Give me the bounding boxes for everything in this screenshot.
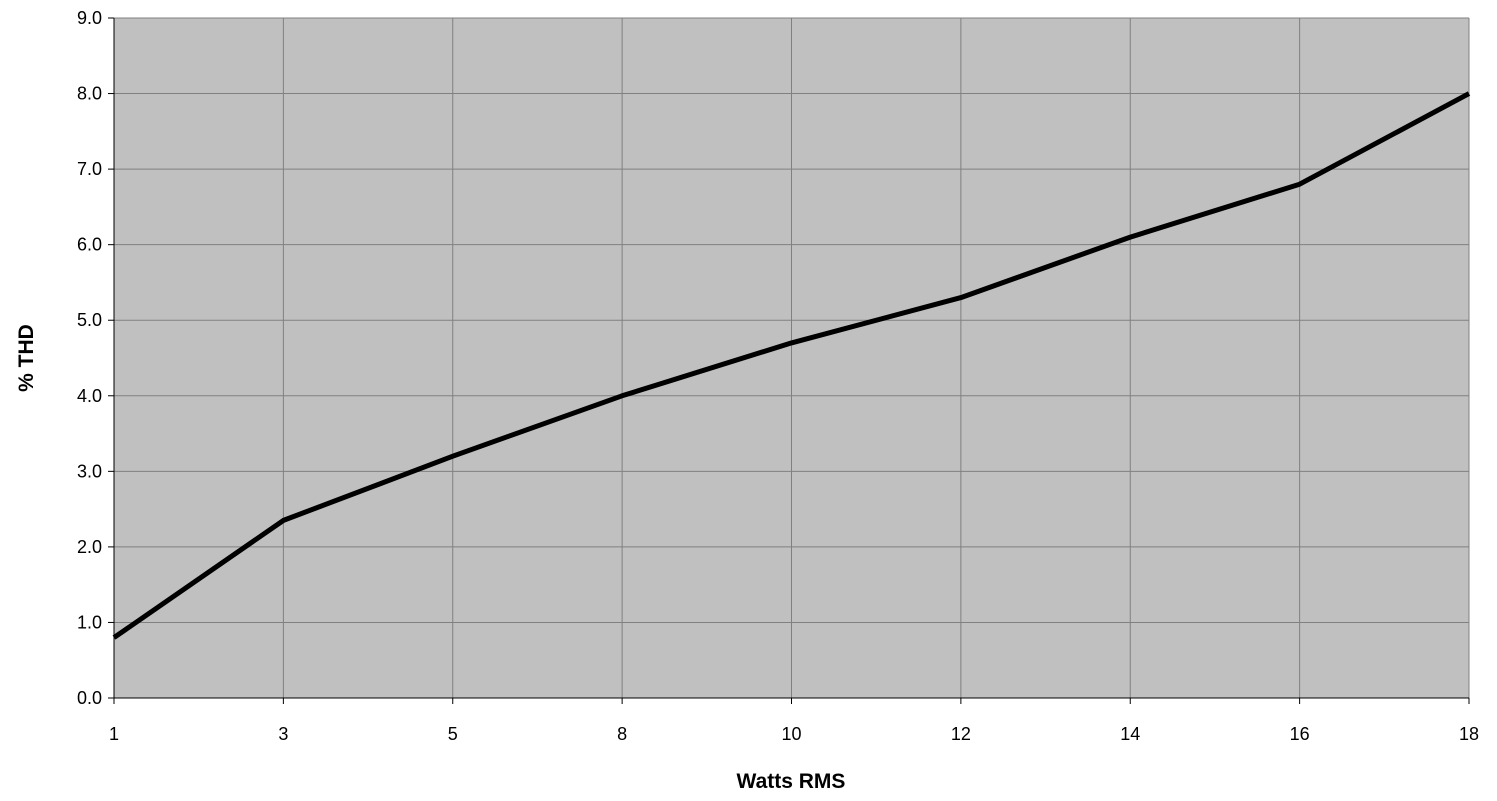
x-tick-label: 1 xyxy=(109,724,119,744)
grid-lines xyxy=(108,17,1470,704)
y-tick-label: 8.0 xyxy=(77,84,102,104)
y-tick-label: 2.0 xyxy=(77,537,102,557)
y-tick-label: 6.0 xyxy=(77,235,102,255)
x-tick-label: 14 xyxy=(1120,724,1140,744)
y-axis-title: % THD xyxy=(15,324,38,392)
x-tick-label: 3 xyxy=(278,724,288,744)
x-axis-tick-labels: 1 3 5 8 10 12 14 16 18 xyxy=(109,724,1479,744)
x-tick-label: 16 xyxy=(1290,724,1310,744)
y-tick-label: 1.0 xyxy=(77,612,102,632)
y-axis-tick-labels: 0.0 1.0 2.0 3.0 4.0 5.0 6.0 7.0 8.0 9.0 xyxy=(77,8,102,708)
y-tick-label: 0.0 xyxy=(77,688,102,708)
x-tick-label: 5 xyxy=(448,724,458,744)
y-tick-label: 5.0 xyxy=(77,310,102,330)
x-tick-label: 8 xyxy=(617,724,627,744)
y-tick-label: 7.0 xyxy=(77,159,102,179)
y-tick-label: 9.0 xyxy=(77,8,102,28)
y-tick-label: 3.0 xyxy=(77,461,102,481)
series-line xyxy=(112,91,1471,640)
x-axis-title: Watts RMS xyxy=(737,770,846,793)
x-tick-label: 12 xyxy=(951,724,971,744)
x-tick-label: 18 xyxy=(1459,724,1479,744)
x-tick-label: 10 xyxy=(781,724,801,744)
data-series xyxy=(112,91,1471,640)
y-tick-label: 4.0 xyxy=(77,386,102,406)
